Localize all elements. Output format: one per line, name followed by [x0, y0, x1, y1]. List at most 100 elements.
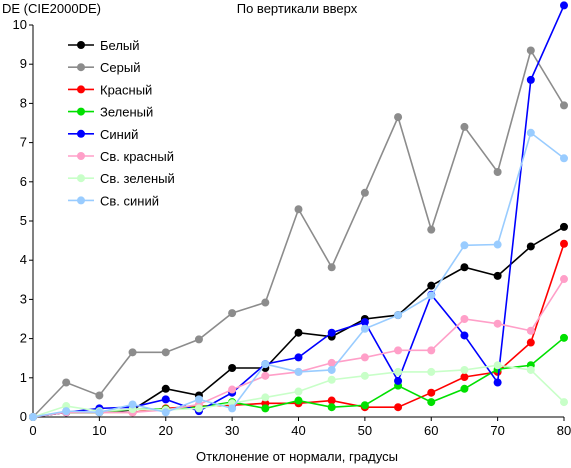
data-point — [327, 403, 336, 412]
y-tick-label: 7 — [20, 135, 27, 150]
legend-item: Синий — [68, 127, 138, 142]
legend-swatch-marker — [77, 41, 85, 49]
y-tick-label: 5 — [20, 213, 27, 228]
legend-swatch-marker — [77, 196, 85, 205]
data-point — [460, 263, 469, 272]
data-point — [427, 225, 436, 234]
data-point — [427, 291, 436, 300]
data-point — [327, 396, 336, 405]
series-line — [32, 278, 565, 418]
legend-swatch-marker — [77, 152, 85, 160]
data-point — [261, 404, 270, 413]
data-point — [294, 396, 303, 405]
data-point — [460, 331, 469, 340]
data-point — [360, 188, 369, 197]
data-point — [261, 298, 270, 307]
data-point — [493, 361, 502, 370]
y-tick-label: 0 — [20, 409, 27, 424]
data-point — [394, 311, 403, 320]
data-point — [460, 315, 469, 323]
data-point — [493, 271, 502, 280]
data-point — [394, 367, 403, 376]
legend-label: Белый — [100, 38, 140, 53]
data-point — [560, 222, 568, 231]
data-point — [394, 376, 403, 385]
data-point — [427, 281, 436, 290]
data-point — [360, 401, 369, 410]
x-tick-label: 0 — [29, 423, 36, 438]
data-point — [228, 385, 237, 394]
data-point — [62, 407, 71, 416]
data-point — [261, 360, 270, 369]
y-tick-label: 2 — [20, 331, 27, 346]
data-point — [526, 326, 535, 335]
data-point — [194, 395, 203, 404]
data-point — [493, 319, 502, 328]
data-point — [460, 241, 469, 250]
legend-item: Св. зеленый — [68, 171, 175, 186]
data-point — [560, 333, 568, 342]
series-8 — [29, 128, 568, 421]
x-tick-label: 40 — [291, 423, 305, 438]
data-point — [427, 388, 436, 397]
data-point — [327, 358, 336, 367]
legend-label: Св. синий — [100, 193, 159, 208]
legend-label: Синий — [100, 127, 138, 142]
data-point — [360, 318, 369, 327]
data-point — [427, 367, 436, 376]
data-point — [294, 387, 303, 396]
legend-item: Серый — [68, 60, 140, 75]
series-2 — [29, 46, 568, 421]
legend-swatch-marker — [77, 129, 85, 138]
data-point — [526, 75, 535, 84]
x-tick-label: 10 — [92, 423, 106, 438]
legend-swatch-marker — [77, 107, 85, 116]
legend-swatch-marker — [77, 85, 85, 94]
y-axis-title: DE (CIE2000DE) — [2, 1, 101, 16]
data-point — [460, 373, 469, 382]
data-point — [394, 113, 403, 122]
data-point — [460, 122, 469, 131]
y-tick-label: 4 — [20, 252, 27, 267]
y-tick-label: 10 — [13, 17, 27, 32]
data-point — [460, 384, 469, 393]
data-point — [560, 239, 568, 248]
data-point — [427, 346, 436, 355]
data-point — [194, 404, 203, 413]
data-point — [360, 371, 369, 380]
x-tick-label: 20 — [159, 423, 173, 438]
data-point — [327, 263, 336, 272]
legend-label: Св. красный — [100, 149, 174, 164]
x-tick-label: 80 — [557, 423, 571, 438]
data-point — [161, 348, 170, 357]
data-point — [560, 1, 568, 10]
legend-label: Красный — [100, 82, 152, 97]
data-point — [261, 371, 270, 380]
plot-area — [29, 1, 568, 421]
data-point — [128, 348, 137, 357]
data-point — [294, 328, 303, 337]
data-point — [493, 240, 502, 249]
data-point — [29, 413, 37, 421]
data-point — [560, 154, 568, 163]
legend-item: Красный — [68, 82, 152, 97]
y-tick-label: 8 — [20, 95, 27, 110]
legend-swatch-marker — [77, 174, 85, 183]
legend-item: Белый — [68, 38, 140, 53]
data-point — [228, 309, 237, 318]
data-point — [327, 328, 336, 337]
data-point — [493, 168, 502, 176]
y-tick-label: 1 — [20, 370, 27, 385]
data-point — [327, 365, 336, 374]
legend-label: Зеленый — [100, 105, 153, 120]
data-point — [62, 378, 71, 387]
legend-item: Св. синий — [68, 193, 159, 208]
x-tick-label: 60 — [424, 423, 438, 438]
data-point — [228, 404, 237, 413]
data-point — [526, 128, 535, 137]
data-point — [128, 400, 137, 409]
data-point — [95, 391, 104, 400]
data-point — [228, 364, 237, 372]
data-point — [493, 378, 502, 387]
data-point — [560, 398, 568, 407]
